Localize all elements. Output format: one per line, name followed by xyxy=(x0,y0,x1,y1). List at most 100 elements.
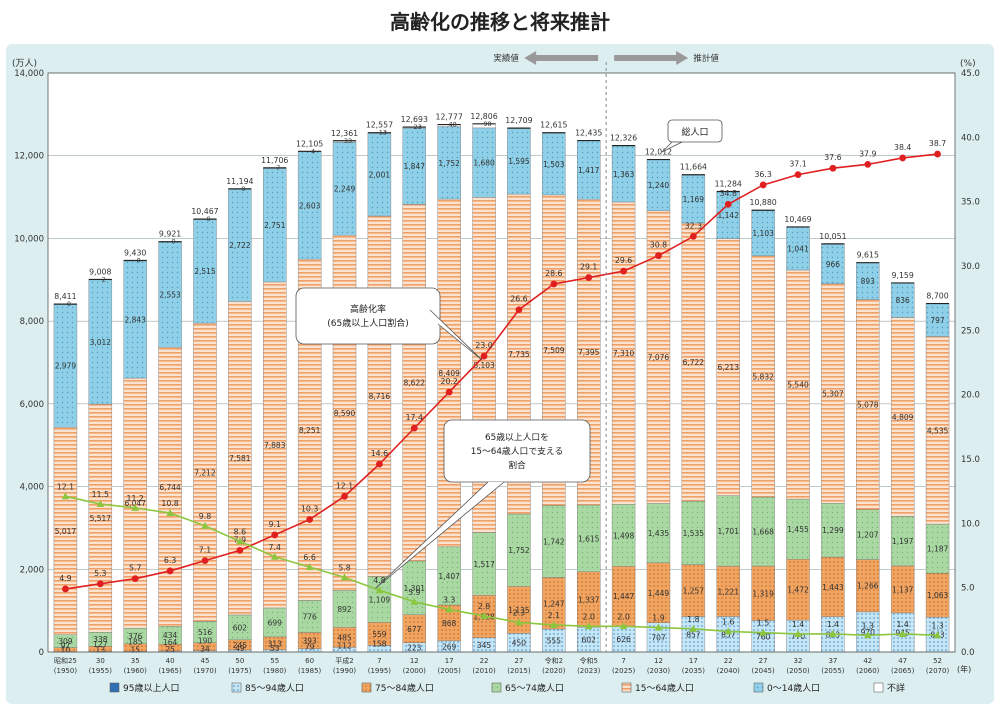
x-tick-year: (1950) xyxy=(54,667,78,675)
bar-value-label: 1,701 xyxy=(718,527,740,536)
aging-rate-point xyxy=(864,160,872,168)
y-tick-left: 4,000 xyxy=(20,483,44,493)
support-callout-box xyxy=(443,419,591,483)
bar-value-label: 1,472 xyxy=(787,586,809,595)
axes: 0 2,000 4,000 6,000 8,000 10,000 12,000 14,000 0… xyxy=(12,58,980,675)
bar-value-label: 2,515 xyxy=(194,267,216,276)
support-ratio-label: 7.4 xyxy=(269,543,281,552)
x-tick-label: 17 xyxy=(445,657,454,665)
bar-value-label: 5,078 xyxy=(857,401,879,410)
aging-rate-point xyxy=(655,252,662,260)
unknown-label: 0 xyxy=(67,300,71,308)
bar-value-label: 602 xyxy=(233,623,248,632)
legend-swatch xyxy=(753,682,764,693)
support-ratio-label: 12.1 xyxy=(57,482,74,491)
bar-value-label: 2,249 xyxy=(334,185,356,194)
bar-value-label: 5,832 xyxy=(752,372,774,381)
bar-value-label: 1,595 xyxy=(508,157,530,166)
support-ratio-label: 2.0 xyxy=(583,612,595,621)
bar-value-label: 966 xyxy=(826,260,841,269)
bar-value-label: 1,109 xyxy=(369,595,391,604)
aging-callout-text1: 高齢化率 xyxy=(350,303,386,315)
x-tick-label: 52 xyxy=(933,657,942,665)
bar-value-label: 868 xyxy=(442,619,457,628)
bar-value-label: 1,187 xyxy=(927,545,949,554)
bar-value-label: 185 xyxy=(128,638,143,647)
bar-value-label: 857 xyxy=(721,630,736,639)
x-tick-label: 47 xyxy=(898,657,907,665)
x-tick-label: 40 xyxy=(166,657,175,665)
support-ratio-label: 11.5 xyxy=(92,490,109,499)
bar-value-label: 836 xyxy=(896,296,911,305)
x-tick-year: (1955) xyxy=(89,667,113,675)
support-ratio-point xyxy=(829,629,837,637)
bar-value-label: 1,517 xyxy=(473,560,495,569)
legend-label: 0〜14歳人口 xyxy=(767,682,820,694)
aging-rate-point xyxy=(376,460,383,468)
bar-value-label: 1,535 xyxy=(683,529,705,538)
legend-swatch xyxy=(621,682,632,693)
support-ratio-point xyxy=(201,521,209,529)
aging-rate-point xyxy=(271,531,279,539)
bar-value-label: 10 xyxy=(61,646,71,655)
bar-value-label: 1,319 xyxy=(752,589,774,598)
x-tick-label: 32 xyxy=(794,657,803,665)
total-label: 11,664 xyxy=(680,163,707,172)
x-tick-label: 27 xyxy=(514,657,523,665)
support-ratio-point xyxy=(863,631,872,639)
aging-rate-point xyxy=(445,388,453,396)
support-ratio-label: 1.6 xyxy=(722,617,734,626)
legend-swatch xyxy=(361,682,372,693)
aging-rate-label: 37.6 xyxy=(824,153,841,162)
total-label: 9,008 xyxy=(89,267,111,276)
bar-value-label: 13 xyxy=(96,645,106,654)
total-label: 11,194 xyxy=(226,177,253,186)
bar-value-label: 158 xyxy=(372,639,387,648)
bar-value-label: 3,012 xyxy=(90,338,112,347)
aging-rate-label: 34.8 xyxy=(720,189,737,198)
bar-value-label: 34 xyxy=(200,645,210,654)
bars: 10973095,0172,97908,411131273385,5173,01… xyxy=(53,112,950,655)
aging-rate-label: 7.1 xyxy=(199,546,211,555)
bar-value-label: 1,668 xyxy=(752,528,774,537)
bar-value-label: 1,742 xyxy=(543,537,565,546)
bar-value-label: 1,847 xyxy=(404,162,426,171)
x-tick-label: 17 xyxy=(689,657,698,665)
support-ratio-point xyxy=(619,622,628,630)
aging-rate-label: 38.7 xyxy=(929,139,946,148)
grid-lines xyxy=(48,72,955,653)
legend-swatch xyxy=(491,682,502,693)
unknown-label: 13 xyxy=(379,129,387,137)
bar-value-label: 97 xyxy=(61,642,71,651)
unknown-label: 0 xyxy=(171,238,175,246)
total-label: 12,615 xyxy=(540,121,567,130)
aging-rate-label: 38.4 xyxy=(894,143,911,152)
x-tick-year: (1985) xyxy=(298,667,322,675)
bar-value-label: 8,251 xyxy=(299,426,321,435)
bar-value-label: 1,503 xyxy=(543,160,565,169)
x-tick-year: (2050) xyxy=(786,667,810,675)
aging-callout-tail xyxy=(429,309,483,361)
aging-rate-point xyxy=(550,280,558,288)
unknown-label: 98 xyxy=(483,120,491,128)
aging-rate-point xyxy=(689,233,697,240)
support-ratio-point xyxy=(689,624,698,632)
bar-value-label: 1,680 xyxy=(473,159,495,168)
bar-value-label: 6,047 xyxy=(124,499,146,508)
aging-rate-label: 14.6 xyxy=(371,449,388,458)
support-ratio-point xyxy=(166,509,174,517)
support-ratio-label: 4.8 xyxy=(373,576,385,585)
bar-value-label: 112 xyxy=(337,641,352,650)
y-axis-label-left: (万人) xyxy=(12,58,37,69)
x-tick-label: 22 xyxy=(480,657,489,665)
y-tick-left: 12,000 xyxy=(14,152,44,162)
bar-value-label: 25 xyxy=(165,645,175,654)
total-label: 10,880 xyxy=(749,198,776,207)
x-tick-year: (2045) xyxy=(751,667,775,675)
bar-value-label: 269 xyxy=(442,642,457,651)
x-tick-label: 27 xyxy=(759,657,768,665)
bar-value-label: 2,722 xyxy=(229,241,251,250)
support-ratio-label: 2.1 xyxy=(548,611,560,620)
y-tick-right: 10.0 xyxy=(961,519,980,529)
